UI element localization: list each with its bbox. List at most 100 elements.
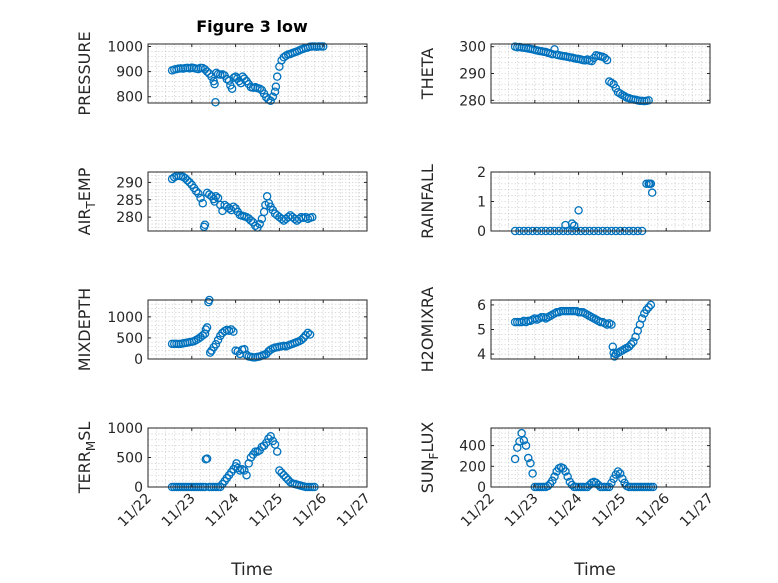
data-point <box>200 220 210 230</box>
x-tick-label: 11/26 <box>290 490 330 530</box>
y-tick-label: 300 <box>459 40 486 56</box>
data-point <box>272 72 282 81</box>
y-axis-label: AIRTEMP <box>75 167 98 235</box>
data-point <box>637 314 647 323</box>
data-point <box>602 55 612 65</box>
y-tick-label: 1000 <box>107 421 143 437</box>
y-tick-label: 0 <box>134 352 143 368</box>
series-mixdepth <box>167 295 315 362</box>
plot-area <box>147 171 368 232</box>
x-tick-label: 11/24 <box>203 490 243 530</box>
data-point <box>515 437 524 446</box>
y-axis-label: THETA <box>418 48 437 100</box>
panel-rainfall: 0 1 2 RAINFALL <box>418 164 711 240</box>
data-point <box>255 219 264 229</box>
data-point <box>262 349 271 359</box>
data-point <box>210 79 219 89</box>
y-tick-label: 200 <box>459 459 486 475</box>
data-point <box>211 192 221 201</box>
data-point <box>277 468 286 478</box>
data-point <box>550 45 559 54</box>
y-axis-label: MIXDEPTH <box>75 288 94 371</box>
data-point <box>198 198 207 208</box>
data-point <box>318 42 328 51</box>
data-point <box>528 469 537 478</box>
data-point <box>647 188 657 197</box>
data-point <box>299 333 308 343</box>
x-tick-label: 11/23 <box>502 491 542 531</box>
y-tick-label: 5 <box>477 323 486 339</box>
y-tick-label: 1000 <box>107 310 143 326</box>
data-point <box>624 342 634 351</box>
data-point <box>600 53 610 63</box>
y-axis-label: SUNFLUX <box>418 422 441 494</box>
data-point <box>611 84 621 93</box>
panel-sun-flux: 0 200 400 11/22 11/23 11/24 11/25 11/26 11/27 SUN… <box>418 422 717 531</box>
series-pressure <box>167 42 328 107</box>
data-point <box>574 206 583 215</box>
data-point <box>246 216 256 225</box>
data-point <box>569 221 579 230</box>
data-point <box>563 472 572 481</box>
y-tick-label: 500 <box>116 331 143 347</box>
data-point <box>548 476 557 486</box>
data-point <box>270 87 280 96</box>
data-point <box>613 467 623 476</box>
data-point <box>183 176 192 185</box>
data-point <box>202 323 212 332</box>
data-point <box>521 441 531 450</box>
y-tick-label: 800 <box>116 90 143 106</box>
data-point <box>608 342 618 351</box>
data-point <box>272 447 282 456</box>
y-tick-label: 290 <box>459 67 486 83</box>
y-tick-label: 4 <box>477 347 486 363</box>
data-point <box>561 467 570 476</box>
data-point <box>232 459 241 468</box>
data-point <box>213 335 223 345</box>
data-point <box>646 300 656 310</box>
figure-title: Figure 3 low <box>196 17 308 36</box>
data-point <box>615 469 625 478</box>
data-point <box>266 432 275 441</box>
data-point <box>202 67 212 76</box>
data-point <box>240 74 249 83</box>
x-tick-label: 11/23 <box>159 491 199 531</box>
data-point <box>191 186 201 196</box>
data-point <box>167 174 177 184</box>
data-point <box>194 189 203 198</box>
y-tick-label: 500 <box>116 451 143 467</box>
data-point <box>240 345 249 354</box>
x-tick-label: 11/25 <box>246 491 286 531</box>
data-point <box>266 96 275 105</box>
data-point <box>279 470 289 480</box>
data-point <box>196 193 205 203</box>
data-point <box>251 221 260 231</box>
y-axis-label: RAINFALL <box>418 164 437 239</box>
data-point <box>646 179 656 189</box>
data-point <box>305 330 315 339</box>
x-tick-label: 11/26 <box>633 490 673 530</box>
panel-terr-msl: 0 500 1000 11/22 11/23 11/24 11/25 11/26 11/27 TE… <box>75 421 374 530</box>
data-point <box>526 458 535 468</box>
x-tick-label: 11/27 <box>677 491 717 531</box>
data-point <box>211 339 221 349</box>
data-point <box>307 212 317 222</box>
data-point <box>242 470 251 480</box>
y-tick-label: 400 <box>459 439 486 455</box>
y-tick-label: 0 <box>477 224 486 240</box>
data-point <box>202 454 212 463</box>
axes-box <box>490 427 711 488</box>
data-point <box>609 79 618 89</box>
data-point <box>607 320 616 329</box>
data-point <box>550 472 559 481</box>
data-point <box>212 68 221 78</box>
y-tick-label: 6 <box>477 298 486 314</box>
data-point <box>301 331 310 340</box>
y-tick-label: 900 <box>116 65 143 81</box>
panel-pressure: 800 900 1000 PRESSURE <box>75 31 368 116</box>
axes-box <box>147 43 368 104</box>
data-point <box>240 466 249 475</box>
data-point <box>271 82 281 91</box>
